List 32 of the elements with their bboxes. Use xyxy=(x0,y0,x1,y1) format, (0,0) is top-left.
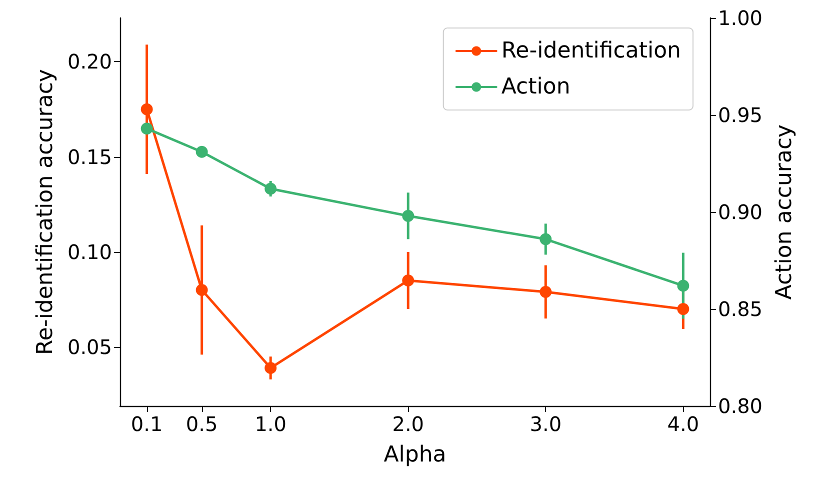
x-tick-label: 1.0 xyxy=(254,412,286,436)
x-tick-label: 0.5 xyxy=(186,412,218,436)
y-tick-label: 0.10 xyxy=(67,240,112,264)
y2-tick-label: 0.95 xyxy=(718,103,763,127)
point xyxy=(402,210,414,222)
point xyxy=(264,362,277,374)
y2-tick-label: 0.85 xyxy=(718,297,763,321)
x-tick-label: 0.1 xyxy=(130,412,163,436)
point xyxy=(140,122,153,135)
y-tick-label: 0.15 xyxy=(67,144,112,169)
y2-tick-label: 0.80 xyxy=(718,394,763,418)
point xyxy=(540,233,552,246)
x-axis-title: Alpha xyxy=(384,442,446,468)
x-tick-label: 4.0 xyxy=(667,412,700,436)
y2-tick-label: 1.00 xyxy=(718,6,763,30)
point xyxy=(677,280,690,292)
legend-label: Re-identification xyxy=(501,38,682,64)
point xyxy=(402,274,414,286)
y-tick-label: 0.05 xyxy=(67,335,112,360)
y-axis-title: Re-identification accuracy xyxy=(33,69,58,355)
legend-label: Action xyxy=(501,74,570,100)
point xyxy=(196,284,208,296)
point xyxy=(677,303,690,315)
x-tick-label: 3.0 xyxy=(530,412,562,436)
point xyxy=(264,182,277,195)
point xyxy=(196,146,208,158)
point xyxy=(140,103,153,116)
y-tick-label: 0.20 xyxy=(67,50,112,74)
x-tick-label: 2.0 xyxy=(392,412,424,436)
y2-tick-label: 0.90 xyxy=(718,200,763,224)
point xyxy=(540,286,552,298)
y2-axis-title: Action accuracy xyxy=(772,124,797,300)
